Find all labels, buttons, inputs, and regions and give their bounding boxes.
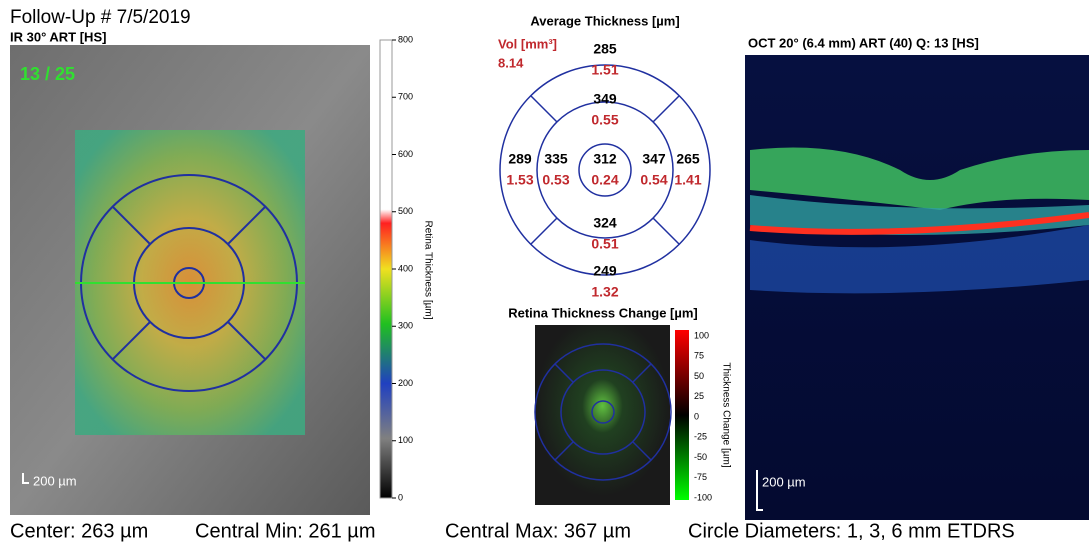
footer-circles: Circle Diameters: 1, 3, 6 mm ETDRS bbox=[688, 520, 1015, 542]
sector-volume: 0.53 bbox=[542, 172, 569, 188]
change-colorbar bbox=[675, 330, 689, 500]
vol-label: Vol [mm³] bbox=[498, 36, 557, 51]
ir-title: IR 30° ART [HS] bbox=[10, 29, 106, 44]
slice-counter: 13 / 25 bbox=[20, 64, 75, 84]
thickness-title: Average Thickness [µm] bbox=[530, 13, 679, 28]
sector-volume: 1.32 bbox=[591, 284, 618, 300]
footer-center: Center: 263 µm bbox=[10, 520, 148, 542]
sector-thickness: 285 bbox=[593, 41, 617, 57]
sector-thickness: 265 bbox=[676, 151, 700, 167]
sector-volume: 0.51 bbox=[591, 236, 618, 252]
tick-label: 0 bbox=[398, 492, 403, 502]
footer-central-min: Central Min: 261 µm bbox=[195, 520, 375, 542]
change-colorbar-label: Thickness Change [µm] bbox=[720, 362, 731, 467]
sector-thickness: 289 bbox=[508, 151, 532, 167]
tick-label: 200 bbox=[398, 378, 413, 388]
oct-image: 200 µm bbox=[745, 55, 1089, 520]
tick-label: 400 bbox=[398, 263, 413, 273]
colorbar bbox=[379, 39, 393, 499]
sector-thickness: 312 bbox=[593, 151, 617, 167]
tick-label: -100 bbox=[694, 492, 712, 502]
sector-thickness: 347 bbox=[642, 151, 666, 167]
tick-label: 700 bbox=[398, 92, 413, 102]
sector-volume: 0.55 bbox=[591, 112, 618, 128]
tick-label: 800 bbox=[398, 34, 413, 44]
tick-label: 300 bbox=[398, 321, 413, 331]
tick-label: 0 bbox=[694, 411, 699, 421]
sector-thickness: 249 bbox=[593, 263, 617, 279]
header-title: Follow-Up # 7/5/2019 bbox=[10, 7, 191, 28]
footer-central-max: Central Max: 367 µm bbox=[445, 520, 631, 542]
tick-label: -25 bbox=[694, 432, 707, 442]
sector-volume: 1.51 bbox=[591, 62, 618, 78]
vol-value: 8.14 bbox=[498, 55, 524, 70]
tick-label: 500 bbox=[398, 206, 413, 216]
sector-volume: 0.24 bbox=[591, 172, 618, 188]
colorbar-label: Retina Thickness [µm] bbox=[422, 221, 433, 320]
change-title: Retina Thickness Change [µm] bbox=[508, 305, 698, 320]
tick-label: 25 bbox=[694, 391, 704, 401]
tick-label: 100 bbox=[398, 435, 413, 445]
tick-label: 100 bbox=[694, 330, 709, 340]
change-image bbox=[534, 325, 672, 505]
tick-label: 600 bbox=[398, 149, 413, 159]
sector-thickness: 324 bbox=[593, 215, 617, 231]
sector-volume: 1.41 bbox=[674, 172, 701, 188]
scale-label: 200 µm bbox=[33, 473, 77, 488]
ir-image: 13 / 25 200 µm bbox=[10, 45, 370, 515]
etdrs-grid bbox=[499, 64, 711, 276]
sector-volume: 0.54 bbox=[640, 172, 667, 188]
tick-label: 50 bbox=[694, 371, 704, 381]
sector-volume: 1.53 bbox=[506, 172, 533, 188]
sector-thickness: 335 bbox=[544, 151, 568, 167]
tick-label: -50 bbox=[694, 452, 707, 462]
oct-scale-label: 200 µm bbox=[762, 474, 806, 489]
sector-thickness: 349 bbox=[593, 91, 617, 107]
oct-title: OCT 20° (6.4 mm) ART (40) Q: 13 [HS] bbox=[748, 35, 979, 50]
tick-label: -75 bbox=[694, 472, 707, 482]
tick-label: 75 bbox=[694, 351, 704, 361]
